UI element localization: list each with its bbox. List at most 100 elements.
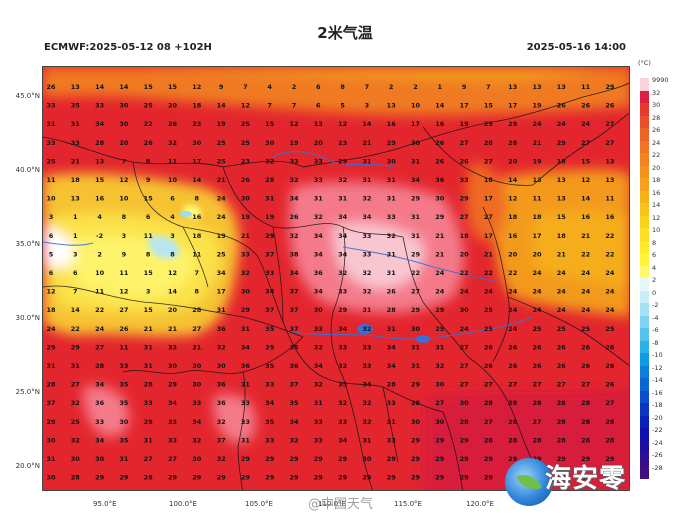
temperature-value: 33 [168,436,177,444]
temperature-value: 15 [144,195,154,203]
colorbar-segment [640,103,649,116]
temperature-value: 13 [557,195,566,203]
temperature-value: 29 [241,455,251,463]
temperature-value: 29 [460,474,470,482]
temperature-value: 28 [144,474,154,482]
temperature-value: 7 [122,157,127,165]
temperature-value: 21 [557,250,567,258]
temperature-value: 26 [484,343,494,351]
temperature-value: 33 [338,418,347,426]
temperature-value: 33 [168,418,177,426]
temperature-value: 29 [338,306,348,314]
temperature-value: 29 [265,474,275,482]
temperature-value: 31 [411,343,421,351]
temperature-value: 29 [338,455,348,463]
temperature-value: 25 [241,120,251,128]
temperature-value: 21 [484,250,494,258]
temperature-value: 35 [119,381,129,389]
temperature-map: 26 13 14 14 15 15 12 9 7 4 2 6 8 7 2 2 1 9 7 13 13 13 11 29 33 35… [42,66,630,491]
chart-title: 2米气温 [317,24,373,42]
temperature-value: 17 [484,195,493,203]
temperature-value: 12 [119,288,128,296]
temperature-value: 16 [508,232,518,240]
temperature-value: 27 [484,381,493,389]
temperature-value: 17 [532,232,541,240]
temperature-value: 24 [557,120,567,128]
temperature-value: 34 [387,362,397,370]
temperature-value: 31 [362,176,372,184]
temperature-value: 6 [73,269,78,277]
brand-name: 海安零 [545,464,627,494]
temperature-value: -2 [96,232,103,240]
colorbar-segment [640,228,649,241]
temperature-value: 24 [532,120,542,128]
temperature-value: 29 [508,120,518,128]
temperature-value: 16 [605,213,615,221]
longitude-label: 95.0°E [93,500,117,508]
temperature-value: 29 [289,474,299,482]
temperature-value: 18 [508,213,518,221]
temperature-value: 19 [532,102,542,110]
colorbar-segment [640,78,649,91]
temperature-value: 29 [484,455,494,463]
temperature-value: 30 [460,306,470,314]
temperature-value: 17 [508,102,517,110]
temperature-value: 31 [241,381,251,389]
temperature-value: 33 [95,418,104,426]
temperature-value: 10 [168,176,178,184]
temperature-value: 27 [508,381,517,389]
temperature-value: 15 [144,83,154,91]
temperature-value: 26 [605,362,615,370]
colorbar [640,78,649,479]
temperature-value: 1 [438,83,443,91]
temperature-value: 32 [338,176,347,184]
temperature-value: 25 [217,157,227,165]
temperature-value: 22 [508,269,517,277]
temperature-value: 30 [95,455,105,463]
colorbar-segment [640,215,649,229]
temperature-value: 28 [557,436,567,444]
temperature-value: 19 [217,120,227,128]
temperature-value: 27 [460,213,469,221]
temperature-value: 14 [119,83,129,91]
temperature-value: 26 [144,139,154,147]
temperature-value: 12 [581,176,590,184]
temperature-value: 14 [192,176,202,184]
temperature-value: 22 [71,325,80,333]
temperature-value: 34 [338,250,348,258]
colorbar-segment [640,178,649,191]
temperature-value: 22 [605,250,614,258]
temperature-value: 31 [46,455,56,463]
temperature-value: 11 [168,157,178,165]
temperature-value: 29 [241,306,251,314]
colorbar-label: -16 [652,388,663,397]
temperature-value: 32 [362,418,371,426]
temperature-value: 37 [289,306,298,314]
temperature-value: 35 [119,399,129,407]
temperature-value: 28 [460,418,470,426]
temperature-value: 26 [557,343,567,351]
temperature-value: 28 [411,399,421,407]
temperature-value: 28 [508,139,518,147]
temperature-value: 24 [557,288,567,296]
temperature-value: 22 [460,269,469,277]
temperature-value: 17 [192,157,201,165]
colorbar-unit: (°C) [638,59,651,67]
temperature-value: 12 [119,176,128,184]
temperature-value: 31 [144,362,154,370]
temperature-value: 8 [146,157,151,165]
temperature-value: 26 [508,343,518,351]
temperature-value: 20 [508,157,518,165]
temperature-value: 32 [387,232,396,240]
temperature-value: 29 [265,343,275,351]
temperature-value: 33 [338,343,347,351]
temperature-value: 8 [122,213,127,221]
temperature-value: 27 [605,139,614,147]
temperature-value: 37 [265,250,274,258]
temperature-value: 29 [119,474,129,482]
temperature-value: 33 [387,213,396,221]
temperature-value: 31 [241,436,251,444]
temperature-value: 29 [265,455,275,463]
temperature-value: 29 [605,83,615,91]
temperature-value: 34 [314,362,324,370]
